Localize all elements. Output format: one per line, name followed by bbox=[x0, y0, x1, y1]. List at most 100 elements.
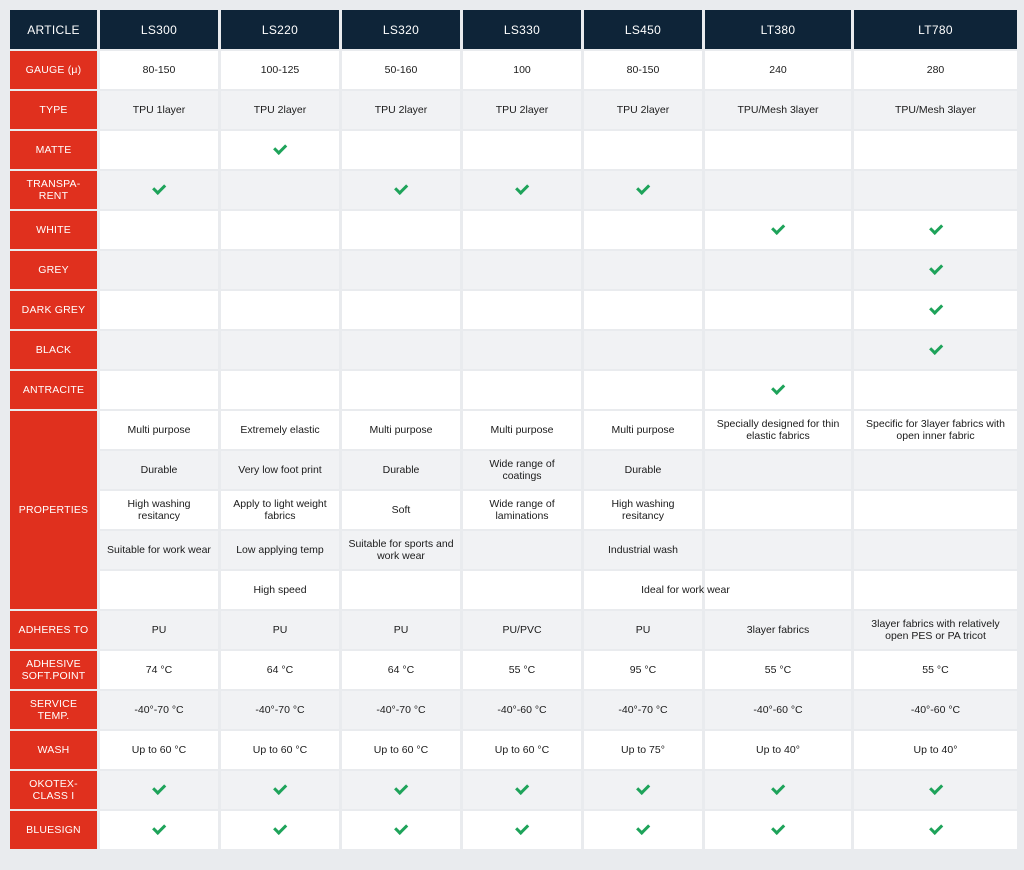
table-cell bbox=[342, 331, 460, 369]
table-cell bbox=[221, 331, 339, 369]
checkmark-icon bbox=[273, 141, 287, 155]
properties-cell: Suitable for work wear bbox=[100, 531, 218, 569]
properties-cell bbox=[705, 491, 851, 529]
properties-column: Specific for 3layer fabrics with open in… bbox=[854, 411, 1017, 609]
table-cell: 55 °C bbox=[854, 651, 1017, 689]
table-cell bbox=[100, 131, 218, 169]
table-cell bbox=[705, 131, 851, 169]
table-cell bbox=[100, 371, 218, 409]
table-cell bbox=[100, 331, 218, 369]
properties-cell bbox=[342, 571, 460, 609]
row-label: GAUGE (μ) bbox=[10, 51, 97, 89]
table-cell bbox=[221, 171, 339, 209]
table-cell bbox=[100, 211, 218, 249]
table-cell bbox=[584, 131, 702, 169]
table-cell bbox=[342, 291, 460, 329]
properties-cell: Durable bbox=[100, 451, 218, 489]
table-cell bbox=[854, 131, 1017, 169]
table-cell: 95 °C bbox=[584, 651, 702, 689]
checkmark-icon bbox=[636, 821, 650, 835]
table-cell bbox=[100, 291, 218, 329]
table-cell bbox=[463, 331, 581, 369]
properties-cell: Soft bbox=[342, 491, 460, 529]
table-cell bbox=[463, 211, 581, 249]
properties-cell: Apply to light weight fabrics bbox=[221, 491, 339, 529]
properties-cell: Multi purpose bbox=[342, 411, 460, 449]
table-cell: 50-160 bbox=[342, 51, 460, 89]
header-col-ls220: LS220 bbox=[221, 10, 339, 49]
row-label: SERVICE TEMP. bbox=[10, 691, 97, 729]
checkmark-icon bbox=[152, 781, 166, 795]
properties-cell bbox=[463, 531, 581, 569]
properties-column: Extremely elastic Very low foot print Appl… bbox=[221, 411, 339, 609]
table-cell bbox=[221, 771, 339, 809]
table-cell: TPU 2layer bbox=[584, 91, 702, 129]
checkmark-icon bbox=[771, 781, 785, 795]
table-cell bbox=[463, 811, 581, 849]
table-cell bbox=[854, 211, 1017, 249]
properties-cell bbox=[584, 571, 702, 609]
header-col-ls450: LS450 bbox=[584, 10, 702, 49]
table-cell bbox=[221, 211, 339, 249]
table-cell bbox=[342, 251, 460, 289]
checkmark-icon bbox=[152, 181, 166, 195]
row-label: TRANSPA- RENT bbox=[10, 171, 97, 209]
row-label: TYPE bbox=[10, 91, 97, 129]
table-cell: 55 °C bbox=[705, 651, 851, 689]
table-cell bbox=[854, 771, 1017, 809]
checkmark-icon bbox=[273, 781, 287, 795]
table-cell: Up to 40° bbox=[705, 731, 851, 769]
checkmark-icon bbox=[394, 181, 408, 195]
table-cell bbox=[463, 251, 581, 289]
properties-cell: Very low foot print bbox=[221, 451, 339, 489]
table-cell bbox=[854, 251, 1017, 289]
row-label: BLUESIGN bbox=[10, 811, 97, 849]
row-label: MATTE bbox=[10, 131, 97, 169]
row-label: WASH bbox=[10, 731, 97, 769]
checkmark-icon bbox=[928, 341, 943, 355]
table-cell: TPU/Mesh 3layer bbox=[705, 91, 851, 129]
checkmark-icon bbox=[394, 821, 408, 835]
header-col-lt380: LT380 bbox=[705, 10, 851, 49]
table-cell: Up to 60 °C bbox=[100, 731, 218, 769]
properties-cell: Wide range of laminations bbox=[463, 491, 581, 529]
checkmark-icon bbox=[636, 781, 650, 795]
table-cell: -40°-60 °C bbox=[463, 691, 581, 729]
row-label: OKOTEX- CLASS I bbox=[10, 771, 97, 809]
table-cell bbox=[463, 371, 581, 409]
checkmark-icon bbox=[394, 781, 408, 795]
table-cell: TPU 1layer bbox=[100, 91, 218, 129]
properties-column: Multi purpose Durable Soft Suitable for spo… bbox=[342, 411, 460, 609]
table-cell: Up to 60 °C bbox=[221, 731, 339, 769]
properties-cell: Suitable for sports and work wear bbox=[342, 531, 460, 569]
checkmark-icon bbox=[515, 821, 529, 835]
properties-cell bbox=[100, 571, 218, 609]
table-cell: Up to 60 °C bbox=[463, 731, 581, 769]
properties-column: Specially designed for thin elastic fabr… bbox=[705, 411, 851, 609]
properties-cell: Industrial wash bbox=[584, 531, 702, 569]
properties-cell: Durable bbox=[342, 451, 460, 489]
table-cell bbox=[854, 371, 1017, 409]
properties-cell bbox=[854, 451, 1017, 489]
properties-cell bbox=[854, 531, 1017, 569]
row-label: ADHERES TO bbox=[10, 611, 97, 649]
table-cell: 80-150 bbox=[584, 51, 702, 89]
checkmark-icon bbox=[771, 221, 785, 235]
table-cell bbox=[342, 811, 460, 849]
properties-cell: Multi purpose bbox=[463, 411, 581, 449]
table-cell: -40°-60 °C bbox=[705, 691, 851, 729]
table-cell: -40°-70 °C bbox=[100, 691, 218, 729]
properties-cell: Multi purpose bbox=[584, 411, 702, 449]
properties-column: Multi purpose Durable High washing resitan… bbox=[584, 411, 702, 609]
table-cell bbox=[584, 371, 702, 409]
table-cell: Up to 75° bbox=[584, 731, 702, 769]
table-cell: TPU 2layer bbox=[342, 91, 460, 129]
table-cell: 280 bbox=[854, 51, 1017, 89]
checkmark-icon bbox=[636, 181, 650, 195]
table-cell: Up to 60 °C bbox=[342, 731, 460, 769]
properties-cell bbox=[854, 571, 1017, 609]
table-cell bbox=[584, 171, 702, 209]
table-cell: 3layer fabrics bbox=[705, 611, 851, 649]
table-cell: TPU 2layer bbox=[221, 91, 339, 129]
properties-cell bbox=[705, 531, 851, 569]
